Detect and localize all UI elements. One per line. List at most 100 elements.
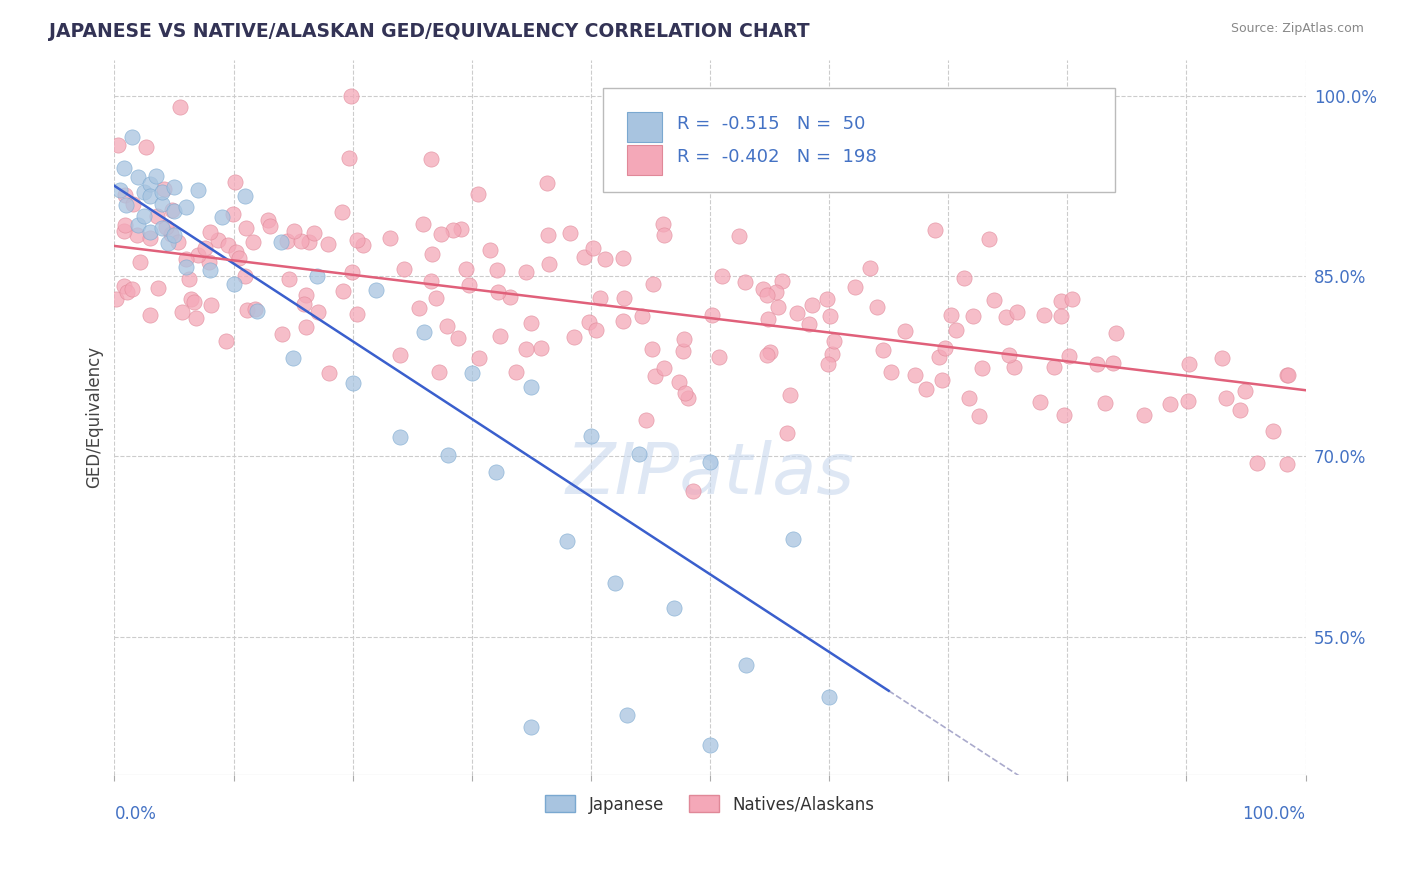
Point — [1104, 326, 1126, 341]
Point — [169, 100, 191, 114]
Point — [536, 177, 558, 191]
Point — [668, 375, 690, 389]
Point — [770, 274, 793, 288]
Point — [295, 288, 318, 302]
Point — [425, 291, 447, 305]
Point — [183, 295, 205, 310]
Point — [256, 212, 278, 227]
Point — [145, 209, 167, 223]
Point — [486, 285, 509, 299]
Point — [394, 262, 416, 277]
Point — [520, 379, 543, 393]
Point — [1233, 384, 1256, 398]
Point — [1050, 294, 1073, 309]
Point — [180, 293, 202, 307]
Point — [332, 284, 354, 298]
Point — [1029, 395, 1052, 409]
Point — [1159, 397, 1181, 411]
Point — [139, 225, 162, 239]
Point — [1211, 351, 1233, 365]
Point — [302, 227, 325, 241]
Point — [652, 361, 675, 376]
Point — [163, 204, 186, 219]
Point — [163, 228, 186, 243]
Point — [388, 348, 411, 362]
Point — [931, 373, 953, 387]
Point — [630, 309, 652, 323]
Point — [776, 425, 799, 440]
Point — [1002, 359, 1025, 374]
Point — [121, 282, 143, 296]
Point — [756, 311, 779, 326]
Point — [115, 285, 138, 299]
Point — [595, 252, 617, 266]
Point — [558, 226, 581, 240]
Point — [427, 366, 450, 380]
Point — [589, 291, 612, 305]
Point — [389, 430, 412, 444]
Point — [200, 225, 222, 239]
Point — [707, 350, 730, 364]
FancyBboxPatch shape — [603, 88, 1115, 192]
Point — [782, 532, 804, 546]
Point — [574, 250, 596, 264]
Text: 100.0%: 100.0% — [1243, 805, 1306, 823]
Point — [872, 343, 894, 357]
Point — [246, 304, 269, 318]
Point — [756, 348, 779, 362]
Point — [953, 271, 976, 285]
Point — [759, 345, 782, 359]
Point — [998, 348, 1021, 362]
Point — [408, 301, 430, 316]
Point — [815, 292, 838, 306]
Point — [755, 288, 778, 302]
Point — [727, 228, 749, 243]
Point — [467, 187, 489, 202]
Point — [1277, 457, 1299, 471]
Point — [228, 251, 250, 265]
Point — [174, 260, 197, 274]
Point — [150, 220, 173, 235]
Point — [520, 720, 543, 734]
Point — [499, 290, 522, 304]
Point — [412, 218, 434, 232]
Point — [1229, 402, 1251, 417]
Point — [652, 227, 675, 242]
Point — [420, 247, 443, 261]
Point — [114, 218, 136, 232]
Point — [245, 301, 267, 316]
Point — [579, 429, 602, 443]
Point — [135, 140, 157, 154]
Point — [235, 221, 257, 235]
Point — [612, 314, 634, 328]
Point — [1087, 357, 1109, 371]
Point — [259, 219, 281, 234]
Point — [153, 182, 176, 196]
Point — [515, 342, 537, 356]
Point — [420, 152, 443, 166]
Point — [156, 236, 179, 251]
Point — [211, 210, 233, 224]
Point — [224, 175, 246, 189]
Point — [295, 320, 318, 334]
Point — [419, 274, 441, 288]
Point — [222, 207, 245, 221]
Point — [1177, 394, 1199, 409]
Point — [934, 341, 956, 355]
Point — [198, 262, 221, 277]
Point — [859, 261, 882, 276]
Point — [752, 282, 775, 296]
Point — [536, 228, 558, 243]
Point — [766, 300, 789, 314]
Point — [330, 205, 353, 219]
Point — [479, 243, 502, 257]
Point — [994, 310, 1017, 324]
Point — [734, 658, 756, 673]
Point — [342, 376, 364, 390]
Point — [1043, 359, 1066, 374]
Point — [941, 308, 963, 322]
Point — [139, 177, 162, 191]
Point — [641, 277, 664, 291]
Point — [1246, 456, 1268, 470]
Point — [1215, 391, 1237, 405]
